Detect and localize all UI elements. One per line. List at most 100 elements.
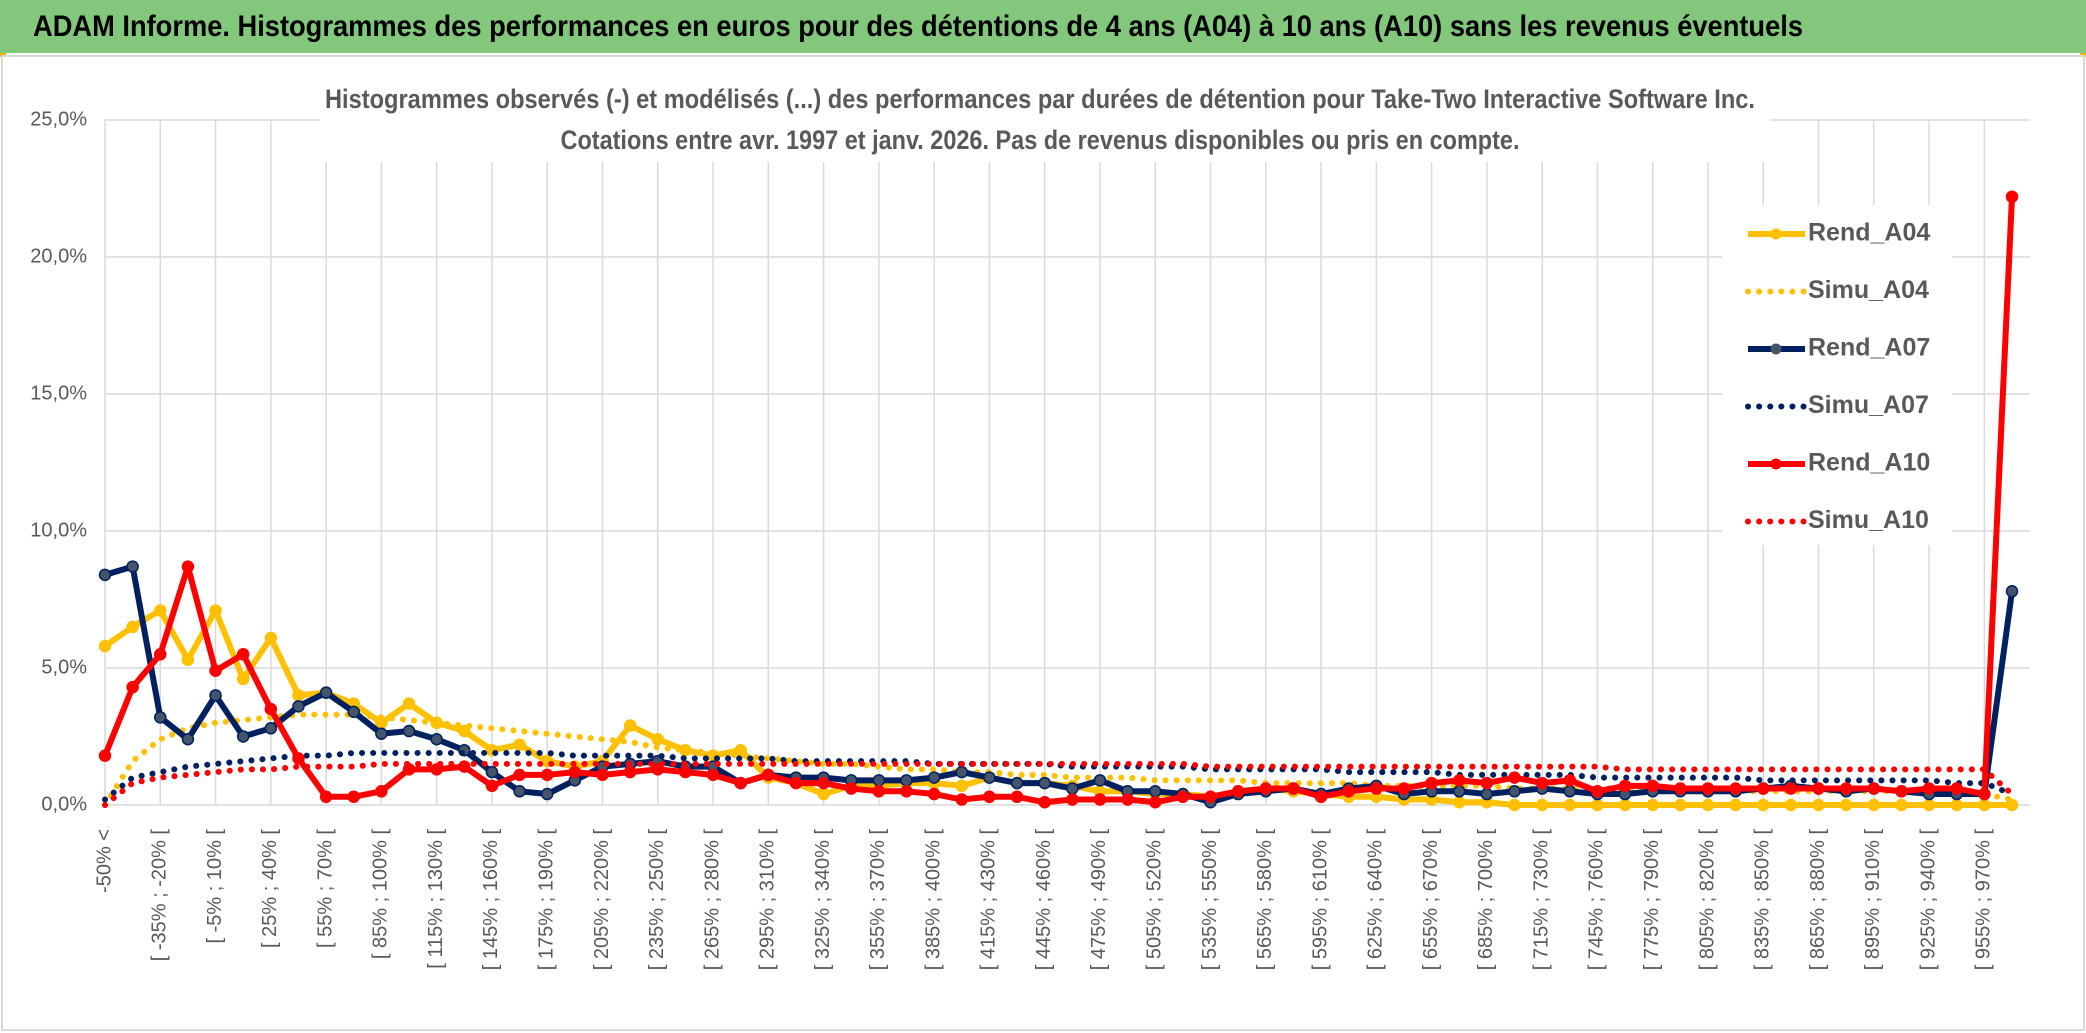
legend-label: Rend_A04 [1808,219,1930,247]
data-point [264,722,278,735]
data-point [1729,798,1742,812]
data-point [817,776,830,790]
data-point [2005,190,2019,203]
data-point [1452,796,1466,809]
data-point [651,763,665,776]
legend-label: Simu_A04 [1808,276,1929,304]
data-point [623,719,637,732]
data-point [1480,787,1494,801]
data-point [872,774,886,787]
x-tick-label: [ 595% ; 610% [ [1309,829,1331,971]
data-point [1535,776,1549,790]
x-tick-label: [ 175% ; 190% [ [535,829,557,971]
data-point [1397,782,1411,795]
x-tick-label: [ -35% ; -20% [ [149,829,171,962]
x-tick-label: [ 205% ; 220% [ [591,829,613,971]
x-tick-label: [ 625% ; 640% [ [1365,829,1387,971]
data-point [319,686,333,699]
series [98,190,2019,812]
data-point [513,768,526,782]
data-point [236,672,250,686]
x-tick-label: [ 775% ; 790% [ [1641,829,1663,971]
data-point [955,793,969,806]
x-tick-label: [ 895% ; 910% [ [1862,829,1884,971]
data-point [1452,774,1466,787]
data-point [1591,798,1604,812]
x-tick-label: -50% < [93,829,115,893]
data-point [1563,798,1577,812]
x-tick-label: [ 235% ; 250% [ [646,829,668,971]
data-point [1950,782,1963,795]
data-point [1508,771,1521,784]
title-box [320,82,1770,162]
data-point [1867,782,1881,795]
data-point [789,776,803,790]
data-point [181,732,195,746]
data-point [347,790,360,804]
data-point [1370,782,1383,795]
data-point [734,743,747,757]
data-point [319,790,333,804]
data-point [126,560,139,573]
data-point [1535,798,1549,812]
y-tick-label: 5,0% [41,656,87,678]
data-point [513,785,526,798]
grid: -50% < [ -35% ; -20% [[ -5% ; 10% [[ 25% … [30,108,2030,970]
data-point [1950,798,1963,812]
data-point [1674,798,1687,812]
data-point [1618,798,1632,812]
data-point [236,648,250,661]
data-point [292,700,305,713]
data-point [983,771,996,784]
data-point [540,768,554,782]
chart-subtitle: Cotations entre avr. 1997 et janv. 2026.… [561,125,1520,155]
data-point [1978,798,1991,812]
data-point [375,785,388,798]
x-tick-label: [ 475% ; 490% [ [1088,829,1110,971]
data-point [1176,790,1190,804]
data-point [706,768,720,782]
data-point [126,680,139,694]
x-tick-label: [ 415% ; 430% [ [978,829,1000,971]
data-point [402,724,416,738]
data-point [1259,782,1273,795]
data-point [762,768,775,782]
data-point [209,664,222,677]
x-tick-label: [ 565% ; 580% [ [1254,829,1276,971]
data-point [1563,785,1577,798]
x-tick-label: [ 865% ; 880% [ [1807,829,1829,971]
data-point [734,776,747,790]
chart-title: Histogrammes observés (-) et modélisés (… [325,84,1755,114]
data-point [2005,585,2019,598]
header-title: ADAM Informe. Histogrammes des performan… [33,10,1803,43]
data-point [540,787,554,801]
data-point [1784,798,1798,812]
data-point [927,771,941,784]
y-tick-label: 20,0% [30,245,87,267]
data-point [1591,785,1604,798]
data-point [1867,798,1881,812]
x-tick-label: [ 445% ; 460% [ [1033,829,1055,971]
data-point [1093,793,1107,806]
data-point [1895,798,1908,812]
data-point [1010,790,1024,804]
data-point [1342,785,1355,798]
data-point [181,560,195,573]
data-point [1148,785,1162,798]
data-point [292,689,305,702]
data-point [2005,798,2019,812]
data-point [1646,798,1659,812]
x-tick-label: [ 265% ; 280% [ [701,829,723,971]
data-point [1121,793,1134,806]
data-point [292,752,305,765]
x-tick-label: [ 145% ; 160% [ [480,829,502,971]
legend-label: Rend_A07 [1808,334,1930,362]
data-point [679,765,692,779]
data-point [1066,793,1079,806]
header-bar [0,0,2086,53]
data-point [1563,774,1577,787]
data-point [154,648,167,661]
data-point [844,782,858,795]
chart-border [1,55,2085,1031]
